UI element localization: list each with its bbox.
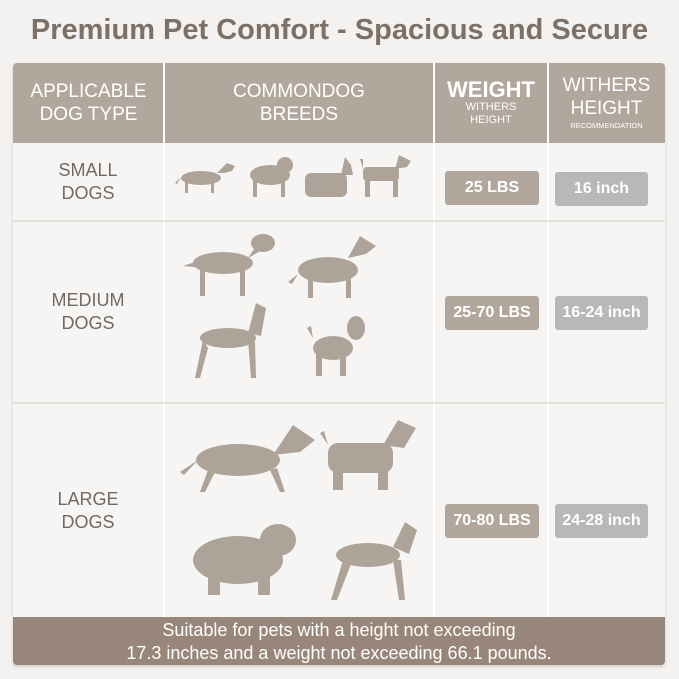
header-weight: WEIGHT WITHERS HEIGHT — [434, 63, 548, 143]
dog-type-text: MEDIUM — [51, 290, 125, 310]
header-text: WEIGHT — [447, 77, 535, 102]
dog-type-text: LARGE — [57, 488, 119, 509]
doberman-icon — [195, 303, 266, 378]
dog-type-text: DOGS — [61, 313, 115, 333]
footer-text: Suitable for pets with a height not exce… — [162, 620, 516, 640]
poodle-icon — [307, 316, 365, 376]
weight-badge: 25-70 LBS — [445, 296, 539, 330]
dog-type-text: SMALL — [58, 160, 118, 180]
header-dog-type: APPLICABLE DOG TYPE — [13, 63, 164, 143]
pug-icon — [250, 157, 293, 197]
boxer-icon — [331, 522, 417, 600]
header-subtext: HEIGHT — [470, 114, 512, 126]
collie-icon — [288, 236, 376, 298]
header-text: BREEDS — [259, 104, 339, 125]
header-text: DOG TYPE — [39, 104, 138, 125]
dog-type-text: DOGS — [61, 183, 115, 203]
bernese-mountain-dog-icon — [193, 524, 296, 595]
dog-type-large: LARGE DOGS — [13, 404, 163, 617]
page-title: Premium Pet Comfort - Spacious and Secur… — [30, 14, 649, 46]
header-text: COMMONDOG — [233, 81, 365, 102]
divider — [163, 63, 165, 617]
height-badge: 16-24 inch — [555, 296, 648, 330]
divider — [547, 63, 549, 617]
large-breeds-icons — [180, 420, 417, 600]
size-table: APPLICABLE DOG TYPE COMMONDOG BREEDS WEI… — [13, 63, 665, 665]
header-text: HEIGHT — [570, 98, 643, 119]
header-text: WITHERS — [562, 75, 651, 96]
golden-retriever-icon — [183, 234, 275, 296]
yorkshire-terrier-icon — [305, 157, 353, 197]
footer-text: 17.3 inches and a weight not exceeding 6… — [126, 643, 552, 663]
airedale-terrier-icon — [360, 155, 411, 197]
header-withers-height: WITHERS HEIGHT RECOMMENDATION — [548, 63, 665, 143]
divider — [13, 402, 665, 404]
dog-type-text: DOGS — [61, 511, 115, 532]
weight-badge: 70-80 LBS — [445, 504, 539, 538]
height-badge: 24-28 inch — [555, 504, 648, 538]
dachshund-icon — [175, 163, 235, 193]
header-subtext: WITHERS — [465, 101, 517, 113]
divider — [433, 63, 435, 617]
dog-type-small: SMALL DOGS — [13, 143, 163, 221]
german-shepherd-icon — [180, 425, 315, 492]
height-badge: 16 inch — [555, 172, 648, 206]
header-subtext: RECOMMENDATION — [570, 121, 643, 130]
header-text: APPLICABLE — [30, 81, 147, 102]
divider — [13, 220, 665, 222]
header-breeds: COMMONDOG BREEDS — [164, 63, 434, 143]
medium-breeds-icons — [183, 234, 376, 378]
afghan-hound-icon — [320, 420, 416, 490]
dog-type-medium: MEDIUM DOGS — [13, 222, 163, 402]
small-breeds-icons — [175, 155, 411, 197]
footer-note: Suitable for pets with a height not exce… — [13, 617, 665, 665]
weight-badge: 25 LBS — [445, 171, 539, 205]
